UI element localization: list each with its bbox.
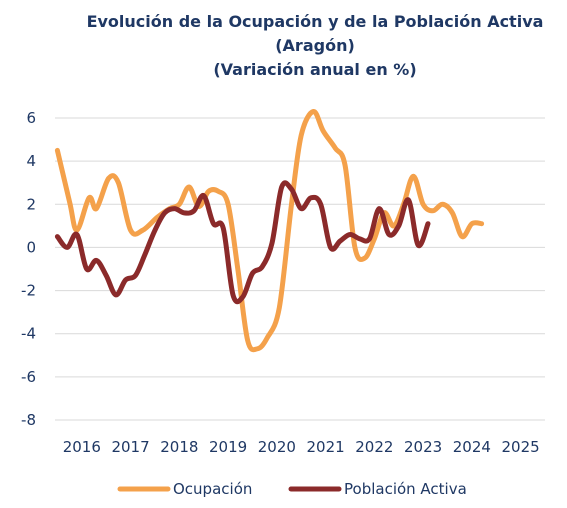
chart-subtitle-region: (Aragón) (275, 36, 355, 55)
y-tick-label: 6 (26, 109, 36, 127)
y-tick-label: -4 (21, 325, 36, 343)
x-tick-label: 2020 (258, 438, 296, 456)
x-tick-label: 2024 (453, 438, 491, 456)
x-tick-label: 2023 (404, 438, 442, 456)
legend: Ocupación Población Activa (117, 480, 467, 498)
x-tick-label: 2016 (63, 438, 101, 456)
legend-label-ocupacion: Ocupación (173, 480, 252, 498)
chart-title: Evolución de la Ocupación y de la Poblac… (87, 12, 544, 31)
y-tick-label: 0 (26, 238, 36, 256)
x-tick-label: 2021 (307, 438, 345, 456)
x-axis: 2016 2017 2018 2019 2020 2021 2022 2023 2024 2025 (63, 438, 540, 456)
x-tick-label: 2025 (502, 438, 540, 456)
x-tick-label: 2018 (160, 438, 198, 456)
gridlines (55, 117, 545, 421)
legend-label-poblacion-activa: Población Activa (344, 480, 467, 498)
chart-subtitle-units: (Variación anual en %) (213, 60, 416, 79)
y-axis: 6 4 2 0 -2 -4 -6 -8 (21, 109, 36, 429)
x-tick-label: 2022 (355, 438, 393, 456)
y-tick-label: 4 (26, 152, 36, 170)
series-group (54, 109, 485, 353)
y-tick-label: -6 (21, 368, 36, 386)
y-tick-label: 2 (26, 195, 36, 213)
y-tick-label: -2 (21, 282, 36, 300)
y-tick-label: -8 (21, 411, 36, 429)
series-line-ocupacion (54, 109, 485, 353)
series-line-poblacion-activa (54, 180, 431, 305)
x-tick-label: 2019 (209, 438, 247, 456)
x-tick-label: 2017 (111, 438, 149, 456)
